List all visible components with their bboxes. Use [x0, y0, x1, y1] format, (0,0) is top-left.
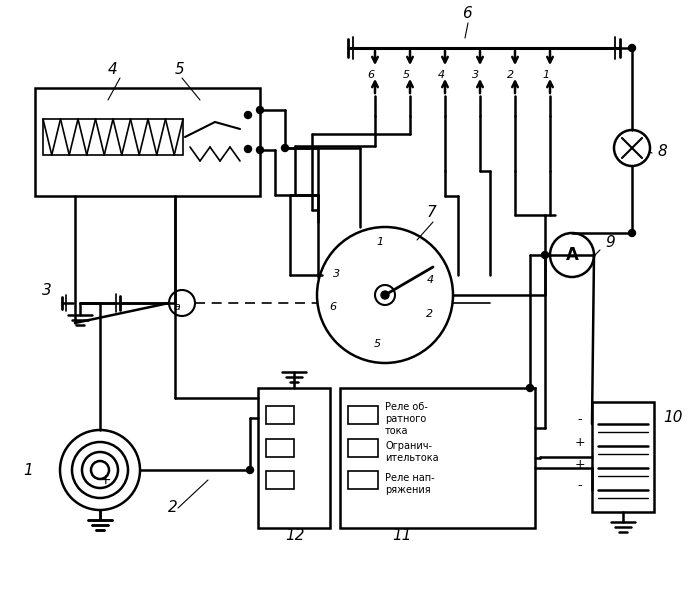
Text: 3: 3 — [473, 70, 480, 80]
Text: 5: 5 — [402, 70, 409, 80]
Circle shape — [526, 384, 533, 392]
Circle shape — [629, 230, 636, 236]
Text: +: + — [575, 436, 585, 449]
Circle shape — [256, 106, 263, 113]
Bar — [266, 439, 294, 457]
Text: +: + — [99, 473, 111, 487]
Text: 6: 6 — [368, 70, 374, 80]
Text: 6: 6 — [330, 302, 337, 312]
Circle shape — [82, 452, 118, 488]
Text: 3: 3 — [333, 269, 341, 279]
Circle shape — [169, 290, 195, 316]
Text: 1: 1 — [542, 70, 550, 80]
Circle shape — [91, 461, 109, 479]
Bar — [266, 471, 294, 489]
Text: 2: 2 — [426, 309, 433, 319]
Text: 1: 1 — [23, 463, 33, 478]
Text: 4: 4 — [108, 62, 118, 77]
Bar — [348, 406, 378, 424]
Bar — [35, 88, 260, 196]
Circle shape — [281, 144, 288, 152]
Circle shape — [72, 442, 128, 498]
Text: 3: 3 — [42, 283, 52, 298]
Text: 4: 4 — [426, 275, 433, 285]
Bar — [348, 439, 378, 457]
Circle shape — [244, 111, 251, 119]
Circle shape — [244, 146, 251, 152]
Text: 6: 6 — [462, 6, 472, 21]
Circle shape — [375, 285, 395, 305]
Circle shape — [60, 430, 140, 510]
Text: 1: 1 — [377, 237, 384, 247]
Text: 7: 7 — [427, 205, 437, 220]
Text: 2: 2 — [168, 500, 178, 515]
Text: A: A — [566, 246, 578, 264]
Circle shape — [256, 146, 263, 154]
Text: Реле об-
ратного
тока: Реле об- ратного тока — [385, 403, 428, 436]
Circle shape — [542, 252, 549, 258]
Text: a: a — [174, 302, 181, 312]
Text: 12: 12 — [285, 528, 304, 543]
Text: 5: 5 — [175, 62, 185, 77]
Text: Огранич-
ительтока: Огранич- ительтока — [385, 441, 439, 463]
Text: 2: 2 — [508, 70, 514, 80]
Circle shape — [629, 45, 636, 51]
Text: 5: 5 — [373, 339, 381, 349]
Circle shape — [614, 130, 650, 166]
Circle shape — [317, 227, 453, 363]
Bar — [266, 406, 294, 424]
Text: 10: 10 — [663, 410, 682, 425]
Bar — [592, 402, 654, 512]
Circle shape — [246, 466, 253, 474]
Bar — [43, 119, 183, 155]
Circle shape — [381, 291, 389, 299]
Bar — [258, 388, 330, 528]
Circle shape — [550, 233, 594, 277]
Bar — [340, 388, 535, 528]
Text: Реле нап-
ряжения: Реле нап- ряжения — [385, 473, 435, 494]
Text: -: - — [578, 479, 582, 493]
Text: +: + — [575, 458, 585, 471]
Text: 4: 4 — [438, 70, 444, 80]
Text: 8: 8 — [657, 144, 666, 159]
Bar — [348, 471, 378, 489]
Text: 9: 9 — [605, 235, 615, 250]
Text: 11: 11 — [392, 528, 412, 543]
Text: -: - — [578, 414, 582, 427]
